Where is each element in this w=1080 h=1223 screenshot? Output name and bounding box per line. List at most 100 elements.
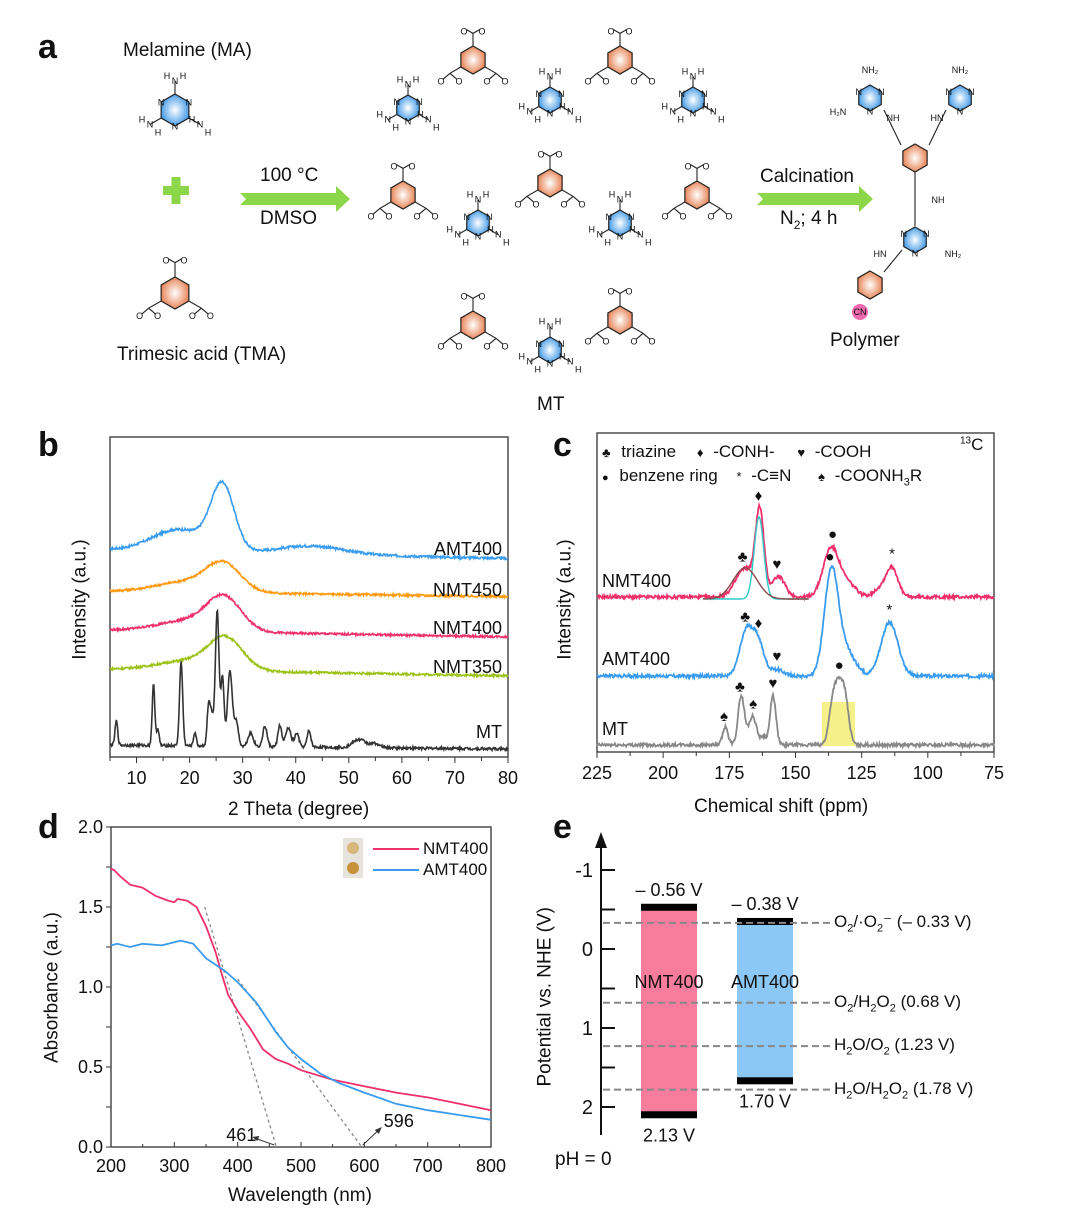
atom-n: N: [923, 229, 930, 239]
legend-benzene: benzene ring: [619, 466, 718, 485]
bond: [484, 331, 497, 339]
ph-footnote: pH = 0: [555, 1149, 612, 1170]
x-tick-label: 800: [476, 1156, 506, 1176]
triazine-ring-ring: [948, 84, 972, 112]
bond: [589, 72, 598, 80]
atom-label: H: [534, 115, 541, 125]
formula-part: /H: [853, 991, 871, 1011]
atom-n: N: [867, 107, 874, 117]
tangent-line-1: [237, 978, 363, 1148]
benzene-ring-ring: [607, 45, 633, 75]
arrowhead-461: [252, 1136, 260, 1141]
atom-label: N: [596, 230, 603, 240]
bond: [572, 195, 581, 203]
bond: [666, 207, 675, 215]
atom-label: H: [392, 123, 399, 133]
sample-photo-nmt400: [343, 838, 363, 858]
bond: [484, 66, 497, 74]
atom-n: N: [547, 109, 554, 119]
peak-marker: ♣: [738, 548, 748, 565]
subscript: 2: [902, 1089, 909, 1101]
peak-marker: ♠: [749, 696, 757, 713]
cn-highlight-circle: [852, 304, 868, 320]
atom-label: O: [679, 211, 686, 221]
y-tick-label: 1: [582, 1018, 593, 1040]
atom-label: N: [425, 115, 432, 125]
bond: [712, 207, 721, 215]
atom-label: N: [526, 107, 533, 117]
atom-label: O: [460, 291, 467, 301]
bond: [379, 201, 392, 209]
annotation-596: 596: [384, 1111, 414, 1131]
bond: [689, 163, 698, 169]
nmr-corner-sup: 13: [960, 435, 972, 447]
tma-label: Trimesic acid (TMA): [117, 344, 287, 365]
band-ylabel: Potential vs. NHE (V): [534, 907, 556, 1087]
atom-label: O: [414, 211, 421, 221]
legend-coonh3r-main: -COONH: [834, 466, 904, 485]
formula-part: (0.68 V): [895, 991, 962, 1011]
bond: [449, 337, 458, 345]
atom-label: N: [547, 322, 554, 332]
bond: [619, 28, 628, 34]
atom-label: H: [376, 110, 383, 120]
x-tick-label: 10: [127, 768, 147, 788]
formula-part: (1.78 V): [908, 1078, 974, 1098]
atom-n: N: [416, 97, 423, 107]
atom-label: N: [197, 119, 204, 129]
atom-label: O: [478, 26, 485, 36]
benzene-ring-ring: [684, 180, 710, 210]
atom-n: N: [535, 339, 542, 349]
bond: [167, 258, 176, 264]
xrd-line-amt400: [109, 479, 509, 562]
cb-edge-amt400: [737, 917, 793, 925]
peak-marker: *: [887, 602, 893, 619]
atom-label: H: [625, 190, 632, 200]
atom-label: H: [539, 317, 546, 327]
bond: [402, 163, 411, 169]
uvvis-xlabel: Wavelength (nm): [228, 1185, 372, 1206]
x-tick-label: 200: [648, 763, 678, 783]
x-tick-label: 500: [286, 1156, 316, 1176]
bond: [719, 207, 728, 215]
benzene-ring-ring: [607, 305, 633, 335]
atom-label: O: [607, 286, 614, 296]
atom-label: O: [708, 211, 715, 221]
atom-label: N: [637, 230, 644, 240]
atom-n: N: [628, 212, 635, 222]
bond: [596, 326, 609, 334]
atom-n: N: [605, 212, 612, 222]
panel-letter-d: d: [38, 808, 59, 846]
benzene-ring-ring: [460, 310, 486, 340]
atom-label: O: [602, 336, 609, 346]
atom-n: N: [968, 87, 975, 97]
xrd-xlabel: 2 Theta (degree): [228, 799, 370, 820]
mt-label: MT: [537, 394, 565, 415]
atom-label: O: [478, 291, 485, 301]
step2-rest: ; 4 h: [800, 208, 838, 229]
atom-label: H: [397, 75, 404, 85]
bond: [928, 109, 947, 146]
atom-label: H: [559, 352, 566, 362]
triazine-ring: N N N: [158, 93, 192, 132]
bond: [488, 337, 497, 345]
atom-label: O: [437, 341, 444, 351]
benzene-ring-ring: [160, 276, 190, 310]
atom-label: N: [495, 230, 502, 240]
atom-label: N: [526, 357, 533, 367]
bond: [619, 288, 628, 294]
triazine-ring-ring: [466, 209, 490, 237]
atom-label: O: [584, 76, 591, 86]
benzene-ring: [460, 45, 486, 75]
atom-n: N: [900, 229, 907, 239]
vb-label-amt400: 1.70 V: [739, 1091, 791, 1111]
formula-part: O: [888, 1078, 902, 1098]
benzene-ring: [607, 305, 633, 335]
bond: [141, 307, 150, 315]
atom-label: H: [588, 225, 595, 235]
x-tick-label: 400: [223, 1156, 253, 1176]
x-tick-label: 600: [349, 1156, 379, 1176]
annotation-461: 461: [226, 1125, 256, 1145]
atom-label: N: [405, 80, 412, 90]
bond: [379, 207, 388, 215]
